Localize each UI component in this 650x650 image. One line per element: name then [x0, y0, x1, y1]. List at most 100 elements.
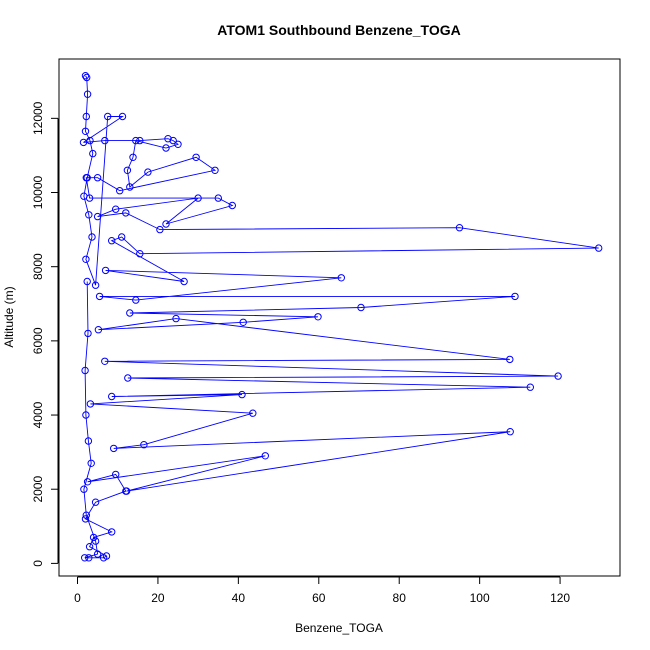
data-point — [85, 194, 94, 202]
data-point — [228, 201, 237, 210]
data-point — [164, 135, 172, 143]
data-point — [122, 487, 130, 495]
data-point — [506, 355, 514, 364]
data-point — [82, 255, 90, 263]
data-point — [91, 537, 100, 545]
data-point — [85, 554, 93, 562]
data-point — [89, 149, 97, 158]
data-point — [81, 554, 89, 562]
data-point — [82, 511, 91, 519]
x-tick-label: 0 — [74, 591, 81, 605]
data-point — [108, 528, 116, 536]
plot-area — [79, 72, 603, 562]
y-tick-label: 0 — [31, 560, 45, 567]
data-point — [104, 112, 112, 121]
x-tick-label: 120 — [550, 591, 570, 605]
data-point — [116, 187, 124, 195]
data-point — [93, 212, 102, 221]
x-tick-label: 20 — [151, 591, 165, 605]
data-point — [83, 478, 92, 486]
data-point — [95, 292, 104, 301]
data-point — [83, 90, 92, 98]
y-tick-label: 10000 — [31, 176, 45, 210]
data-point — [85, 543, 94, 551]
data-point — [526, 383, 534, 391]
data-point — [110, 444, 118, 453]
data-point — [82, 411, 90, 419]
data-point — [101, 136, 109, 145]
data-point — [99, 554, 108, 562]
data-point — [239, 318, 247, 326]
data-point — [81, 515, 90, 523]
data-point — [84, 329, 92, 338]
data-point — [194, 194, 202, 202]
data-point — [174, 140, 182, 149]
x-tick-label: 80 — [393, 591, 407, 605]
data-point — [214, 194, 223, 202]
data-point — [162, 220, 170, 228]
data-point — [93, 550, 102, 558]
data-point — [91, 281, 100, 289]
data-point — [192, 153, 200, 162]
data-point — [85, 211, 93, 219]
data-point — [112, 470, 120, 479]
data-point — [357, 303, 365, 312]
data-point — [249, 409, 257, 417]
data-point — [108, 392, 116, 401]
data-point — [136, 250, 144, 258]
series-line — [83, 75, 599, 559]
data-point — [180, 277, 188, 286]
data-point — [82, 112, 91, 121]
data-point — [124, 374, 132, 382]
data-point — [81, 72, 90, 80]
data-point — [211, 166, 219, 175]
data-point — [144, 168, 152, 176]
data-point — [94, 326, 103, 334]
chart-title: ATOM1 Southbound Benzene_TOGA — [217, 22, 460, 38]
data-point — [79, 138, 88, 147]
data-point — [132, 136, 140, 145]
data-point — [108, 237, 116, 245]
data-point — [87, 459, 95, 467]
y-axis-label: Altitude (m) — [2, 286, 16, 347]
x-tick-label: 60 — [312, 591, 326, 605]
data-point — [129, 153, 137, 162]
data-point — [595, 244, 603, 252]
data-point — [238, 390, 246, 399]
y-tick-label: 4000 — [31, 401, 45, 428]
data-point — [88, 233, 96, 241]
data-point — [83, 277, 91, 286]
y-axis: 0 2000 4000 6000 8000 10000 12000 — [31, 101, 59, 567]
data-point — [136, 136, 144, 145]
data-point — [162, 144, 170, 152]
data-point — [123, 166, 132, 175]
data-point — [169, 136, 177, 145]
data-point — [89, 533, 98, 542]
y-tick-label: 8000 — [31, 253, 45, 280]
data-point — [172, 314, 180, 323]
x-tick-label: 40 — [232, 591, 246, 605]
data-point — [91, 498, 100, 506]
plot-frame — [58, 58, 621, 577]
data-point — [140, 441, 148, 449]
data-point — [82, 174, 91, 182]
data-point — [86, 136, 94, 145]
data-point — [455, 224, 464, 232]
data-point — [126, 309, 134, 317]
data-point — [80, 485, 88, 493]
data-point — [81, 366, 89, 375]
data-point — [112, 205, 120, 213]
data-point — [554, 372, 562, 380]
data-point — [506, 428, 514, 436]
data-point — [118, 233, 126, 241]
data-point — [132, 296, 140, 304]
x-axis-label: Benzene_TOGA — [295, 621, 383, 635]
data-point — [126, 183, 134, 191]
data-point — [337, 274, 345, 282]
data-point — [511, 292, 519, 301]
y-tick-label: 2000 — [31, 476, 45, 503]
data-point — [93, 174, 102, 182]
data-point — [83, 73, 91, 82]
data-point — [81, 127, 90, 136]
